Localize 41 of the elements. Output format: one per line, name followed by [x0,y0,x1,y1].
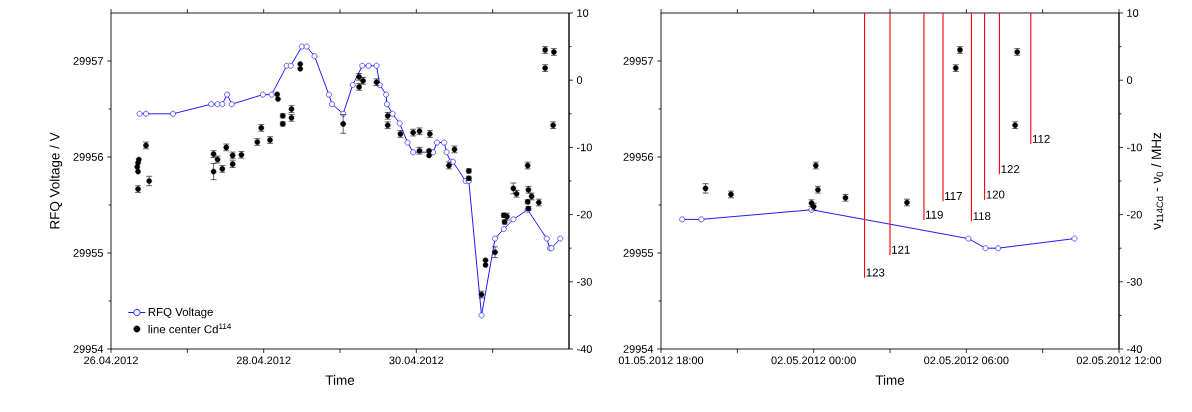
x-tick-label: 26.04.2012 [84,356,138,365]
y-tick-label: 29954 [623,345,654,353]
x-tick-label: 28.04.2012 [236,356,291,365]
y2-tick-label: -30 [1127,277,1142,286]
y2-tick-label: 10 [577,9,589,17]
y2-tick-label: -40 [1127,345,1142,353]
x-tick-label: 02.05.2012 06:00 [924,356,1009,365]
y2-tick-label: -30 [577,277,592,286]
y-tick-label: 29955 [623,249,654,257]
y2-axis-title: ν$_{114Cd}$ - ν$_{0}$ / MHz [1151,132,1164,230]
y2-tick-label: 0 [1126,76,1133,85]
y2-tick-label: -20 [577,210,592,219]
y-tick-label: 29956 [73,153,103,161]
y-tick-label: 29954 [73,345,104,353]
legend-label: line center Cd$^{114}$ [148,323,232,334]
x-tick-label: 02.05.2012 00:00 [771,356,856,365]
y-tick-label: 29957 [623,57,653,65]
x-axis-title: Time [325,375,355,385]
y-tick-label: 29957 [73,57,103,65]
y2-tick-label: -10 [1127,143,1142,152]
y2-tick-label: -10 [577,143,592,152]
series-label: 112 [1032,134,1050,143]
series-label: 123 [866,268,885,277]
y2-tick-label: 0 [576,76,583,85]
series-label: 122 [1001,165,1020,174]
legend-label: RFQ Voltage [148,307,213,319]
y-tick-label: 29956 [623,153,654,161]
x-tick-label: 01.05.2012 18:00 [618,356,704,365]
x-axis-title: Time [875,375,905,385]
y2-tick-label: 10 [1127,9,1139,17]
y2-tick-label: -40 [577,345,592,353]
series-label: 120 [986,190,1005,199]
y-tick-label: 29955 [73,249,104,257]
x-tick-label: 02.05.2012 12:00 [1076,356,1162,365]
series-label: 121 [892,245,910,254]
series-label: 118 [973,212,991,221]
series-label: 117 [945,192,962,200]
y2-tick-label: -20 [1127,210,1142,219]
y-axis-title: RFQ Voltage / V [49,132,63,229]
x-tick-label: 30.04.2012 [389,356,444,365]
series-label: 119 [926,210,943,219]
